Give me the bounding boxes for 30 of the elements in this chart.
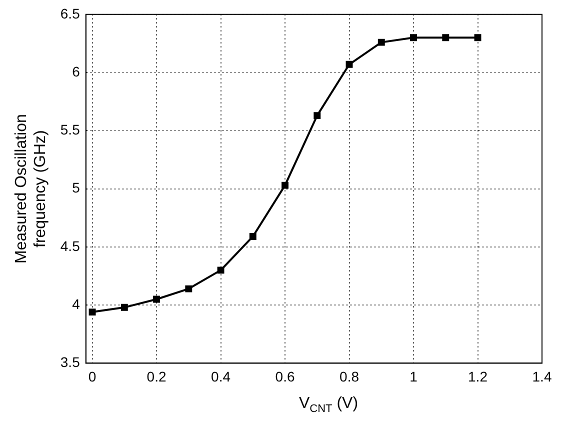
x-tick-label: 0.4 [211,368,231,384]
x-tick-label: 1.4 [532,368,552,384]
y-tick-label: 6 [72,63,80,80]
point [185,285,192,292]
x-axis-title: V$_{CNT}$ (V) [298,395,360,416]
point [314,112,321,120]
point [153,296,160,303]
point [442,34,450,42]
y-axis-title: Measured Oscillation frequency (GHz) [13,114,50,264]
point [88,308,96,316]
x-tick-label: 0.2 [146,368,166,384]
point [282,182,288,189]
x-tick-label: 0.8 [340,368,360,384]
y-tick-label: 5.5 [60,122,80,138]
y-tick-label: 4.5 [60,238,80,254]
point [249,232,256,240]
point [474,34,482,42]
y-tick-label: 6.5 [60,5,80,22]
point [120,304,128,311]
y-tick-label: 4 [72,296,80,312]
x-tick-label: 1.2 [468,368,488,384]
x-tick-label: 0.6 [275,368,295,384]
point [378,38,385,46]
y-tick-label: 3.5 [60,354,80,370]
point [410,34,417,42]
y-tick-label: 5 [72,180,80,196]
point [346,60,353,68]
point [217,266,224,274]
x-tick-label: 1 [410,368,418,384]
x-tick-label: 0 [88,368,96,384]
